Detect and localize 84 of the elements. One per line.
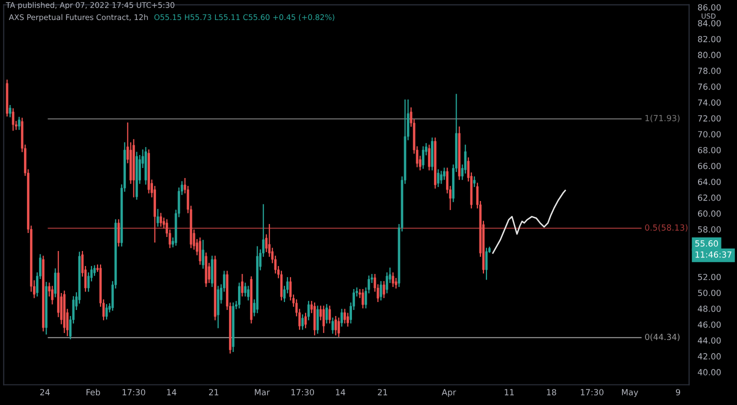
x-tick-label: 9: [676, 389, 680, 396]
candlestick: [241, 274, 244, 296]
x-tick-label: 14: [336, 389, 346, 396]
ref-line-label: 0(44.34): [645, 334, 680, 342]
candlestick: [328, 306, 331, 324]
candlestick: [440, 170, 442, 184]
y-tick-label: 72.00: [698, 115, 721, 122]
candlestick: [362, 289, 364, 308]
y-tick-label: 70.00: [698, 131, 721, 138]
y-tick-label: 46.00: [698, 321, 721, 328]
x-tick-label: 21: [209, 389, 218, 396]
candlestick: [198, 237, 202, 265]
x-tick-label: Mar: [254, 389, 270, 396]
candlestick: [437, 169, 440, 188]
ref-line-label: 0.5(58.13): [645, 224, 688, 232]
candlestick: [346, 312, 349, 327]
x-tick-label: Feb: [86, 388, 100, 396]
y-tick-label: 40.00: [698, 369, 721, 376]
candlestick: [160, 212, 162, 227]
y-tick-label: 48.00: [698, 306, 721, 312]
candlestick: [54, 268, 56, 298]
y-tick-label: 58.00: [698, 226, 721, 233]
y-tick-label: 52.00: [698, 274, 721, 280]
candlestick: [338, 318, 340, 337]
text: 11:46:37: [696, 251, 732, 258]
candlestick: [105, 304, 108, 320]
candlestick: [332, 318, 334, 334]
candlestick: [325, 304, 328, 324]
candlestick: [210, 256, 214, 287]
candlestick: [238, 282, 240, 308]
x-tick-label: 18: [547, 389, 556, 396]
y-tick-label: 60.00: [698, 210, 721, 217]
candlestick: [51, 286, 54, 304]
y-tick-label: 44.00: [698, 337, 721, 344]
candlestick: [307, 300, 310, 320]
y-tick-label: 84.00: [698, 20, 721, 26]
ref-line-label: 1(71.93): [645, 114, 680, 122]
candlestick: [380, 281, 382, 300]
y-tick-label: 82.00: [698, 36, 721, 42]
candlestick: [301, 314, 304, 330]
candlestick: [202, 240, 204, 269]
candlestick: [117, 219, 120, 247]
x-tick-label: 17:30: [291, 389, 314, 396]
x-tick-label: 24: [40, 389, 50, 396]
y-tick-label: 66.00: [698, 162, 721, 170]
y-tick-label: 86.00: [698, 4, 721, 11]
candlestick: [12, 108, 14, 131]
x-tick-label: 21: [378, 389, 388, 396]
x-tick-label: 11: [504, 389, 514, 396]
candlestick: [244, 282, 246, 296]
candlestick: [313, 302, 316, 336]
x-tick-label: 17:30: [122, 389, 146, 396]
candlestick: [392, 272, 394, 287]
candlestick: [422, 146, 424, 169]
candlestick: [18, 116, 20, 130]
candlestick: [344, 308, 346, 324]
y-tick-label: 50.00: [698, 290, 721, 296]
candlestick: [304, 312, 307, 328]
y-tick-label: 80.00: [698, 52, 721, 58]
x-tick-label: 14: [167, 389, 176, 396]
candlestick: [8, 105, 12, 118]
text: 55.60: [695, 240, 718, 247]
y-tick-label: 64.00: [698, 178, 721, 186]
y-tick-label: 78.00: [698, 68, 721, 74]
candlestick: [485, 248, 488, 280]
candlestick: [382, 281, 386, 298]
line-series: [492, 190, 566, 254]
candlestick: [334, 316, 337, 336]
y-tick-label: 74.00: [698, 99, 721, 106]
y-tick-label: 76.00: [698, 84, 721, 90]
candlestick: [322, 306, 325, 333]
y-tick-label: 68.00: [698, 146, 721, 154]
x-tick-label: May: [622, 389, 638, 397]
y-tick-label: 62.00: [698, 194, 721, 201]
x-tick-label: 17:30: [580, 389, 604, 396]
x-tick-label: Apr: [442, 389, 456, 397]
candlestick: [340, 308, 343, 327]
candlestick: [156, 208, 159, 227]
candlestick: [316, 306, 319, 334]
candlestick: [443, 168, 446, 180]
candlestick: [247, 286, 250, 300]
candlestick: [428, 144, 430, 170]
candlestick: [473, 176, 476, 188]
y-tick-label: 42.00: [698, 353, 721, 360]
